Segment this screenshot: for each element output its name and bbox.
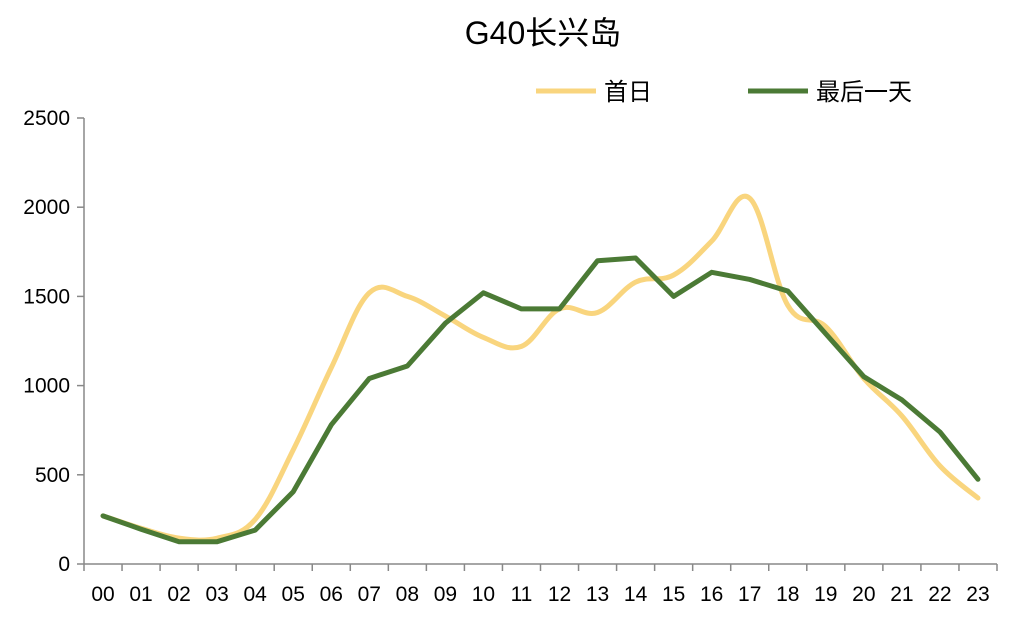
y-tick-label: 1500 [23,285,70,308]
legend: 首日 最后一天 [536,79,912,106]
x-tick-label: 23 [966,583,989,606]
x-tick-label: 21 [890,583,913,606]
x-tick-label: 03 [205,583,228,606]
y-tick-label: 1000 [23,375,70,398]
y-tick-label: 0 [58,553,70,576]
x-tick-label: 02 [167,583,190,606]
x-tick-label: 06 [320,583,343,606]
x-tick-label: 18 [776,583,799,606]
x-tick-label: 20 [852,583,875,606]
x-tick-label: 08 [396,583,419,606]
x-tick-label: 10 [472,583,495,606]
chart-title: G40长兴岛 [465,15,622,51]
series-line-last-day [100,255,981,545]
series-line-first-day [100,193,981,543]
x-axis: 00 01 02 03 04 05 06 07 08 09 10 11 12 13 14 15 16 17 18 19… [83,563,998,606]
x-tick-label: 17 [738,583,761,606]
y-axis: 0 500 1000 1500 2000 2500 [23,107,85,576]
x-tick-label: 04 [244,583,268,606]
x-tick-label: 13 [586,583,609,606]
x-tick-label: 22 [928,583,951,606]
x-tick-label: 11 [511,583,533,606]
y-tick-label: 2000 [23,196,70,219]
x-tick-label: 19 [814,583,837,606]
x-tick-label: 14 [624,583,648,606]
x-tick-label: 16 [700,583,723,606]
y-tick-label: 2500 [23,107,70,130]
x-tick-label: 00 [91,583,114,606]
x-tick-label: 09 [434,583,457,606]
x-tick-label: 15 [662,583,685,606]
series-layer [100,193,981,545]
x-tick-label: 07 [358,583,381,606]
legend-label-last-day: 最后一天 [816,79,912,106]
x-tick-label: 05 [282,583,305,606]
x-tick-label: 01 [129,583,152,606]
y-tick-label: 500 [35,464,70,487]
legend-label-first-day: 首日 [604,79,652,106]
x-tick-label: 12 [548,583,571,606]
